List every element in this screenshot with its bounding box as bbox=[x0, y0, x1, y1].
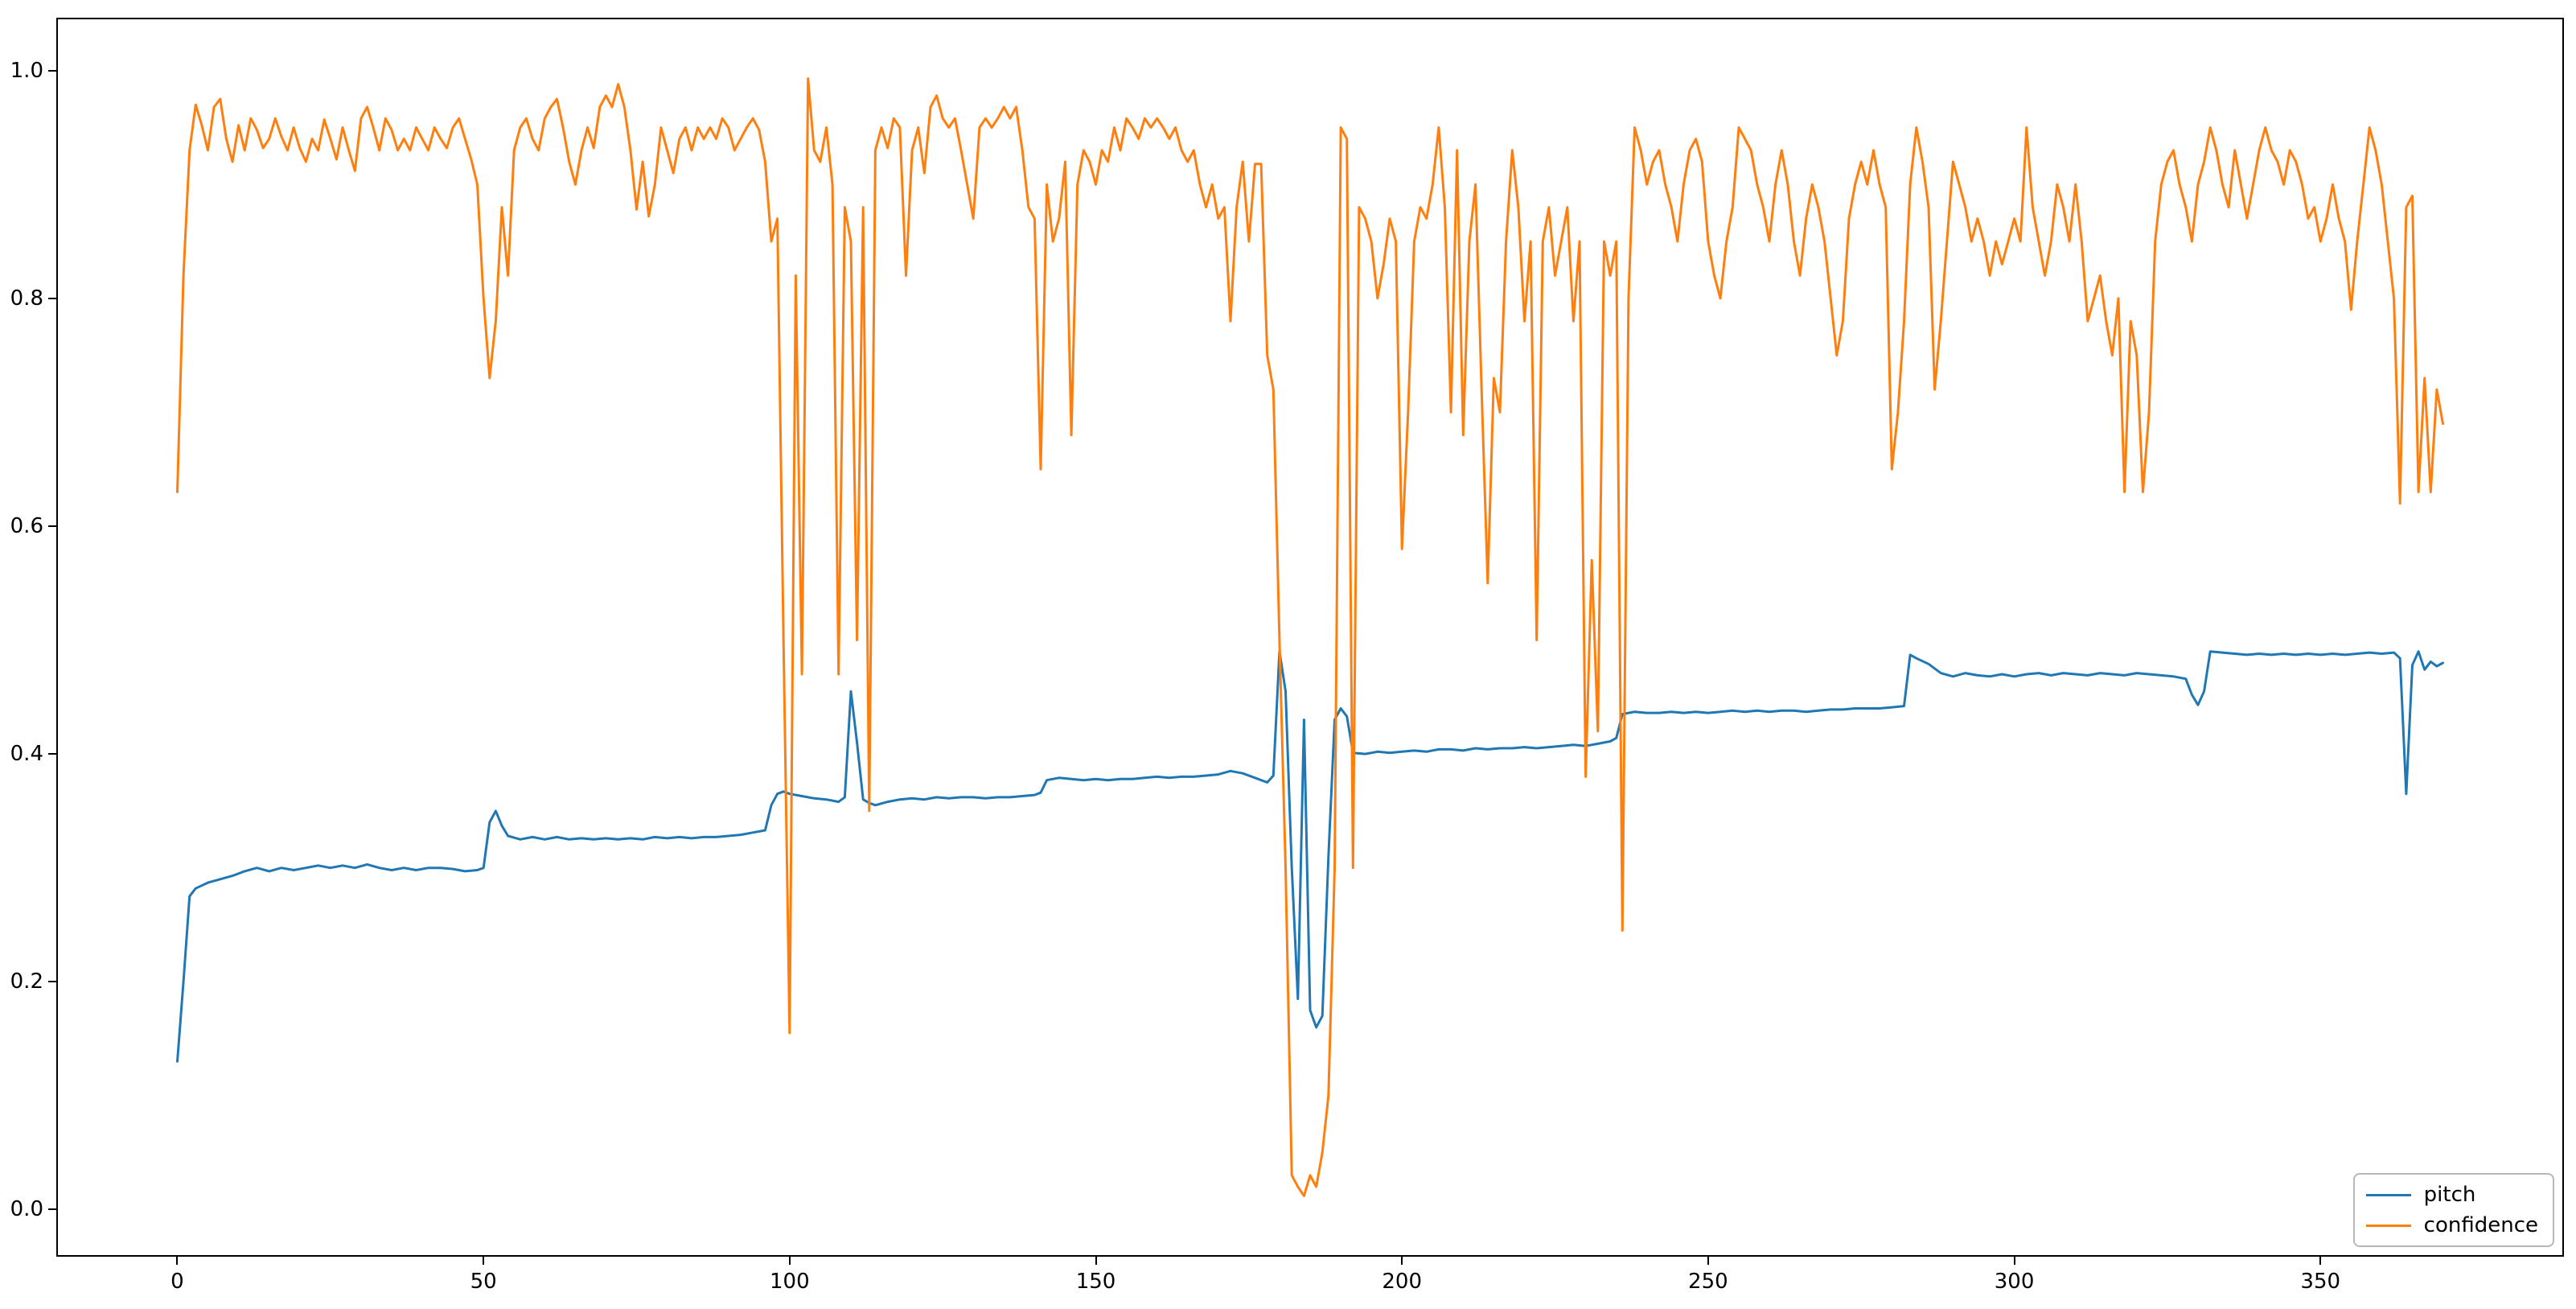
x-tick-mark bbox=[176, 1257, 179, 1265]
x-tick-mark bbox=[1095, 1257, 1097, 1265]
y-tick-label: 0.2 bbox=[10, 969, 43, 994]
legend-label-pitch: pitch bbox=[2423, 1183, 2476, 1207]
y-tick-mark bbox=[48, 69, 56, 72]
x-tick-label: 200 bbox=[1382, 1270, 1423, 1294]
y-tick-label: 0.8 bbox=[10, 286, 43, 311]
y-tick-label: 0.4 bbox=[10, 742, 43, 767]
y-tick-mark bbox=[48, 1208, 56, 1211]
y-tick-label: 1.0 bbox=[10, 58, 43, 83]
legend-item-pitch: pitch bbox=[2365, 1183, 2538, 1207]
confidence-line-swatch bbox=[2365, 1224, 2411, 1227]
x-tick-mark bbox=[1401, 1257, 1403, 1265]
x-tick-mark bbox=[2013, 1257, 2015, 1265]
y-tick-mark bbox=[48, 297, 56, 299]
x-tick-label: 350 bbox=[2300, 1270, 2341, 1294]
legend-item-confidence: confidence bbox=[2365, 1213, 2538, 1237]
y-tick-mark bbox=[48, 981, 56, 983]
x-tick-label: 50 bbox=[470, 1270, 497, 1294]
x-tick-mark bbox=[483, 1257, 485, 1265]
confidence-line bbox=[176, 77, 2444, 1197]
x-tick-mark bbox=[1707, 1257, 1709, 1265]
y-tick-mark bbox=[48, 525, 56, 527]
x-tick-label: 0 bbox=[171, 1270, 184, 1294]
legend: pitch confidence bbox=[2352, 1173, 2554, 1247]
x-tick-mark bbox=[2319, 1257, 2322, 1265]
y-tick-mark bbox=[48, 753, 56, 755]
plot-area: pitch confidence bbox=[56, 18, 2564, 1257]
chart-canvas bbox=[176, 77, 2444, 1197]
x-tick-label: 300 bbox=[1994, 1270, 2035, 1294]
legend-label-confidence: confidence bbox=[2423, 1213, 2538, 1237]
x-tick-label: 250 bbox=[1688, 1270, 1728, 1294]
x-tick-label: 100 bbox=[770, 1270, 810, 1294]
y-tick-label: 0.6 bbox=[10, 513, 43, 538]
x-tick-label: 150 bbox=[1075, 1270, 1116, 1294]
x-tick-mark bbox=[788, 1257, 791, 1265]
pitch-line bbox=[176, 650, 2444, 1063]
y-tick-label: 0.0 bbox=[10, 1197, 43, 1222]
pitch-line-swatch bbox=[2365, 1193, 2411, 1196]
